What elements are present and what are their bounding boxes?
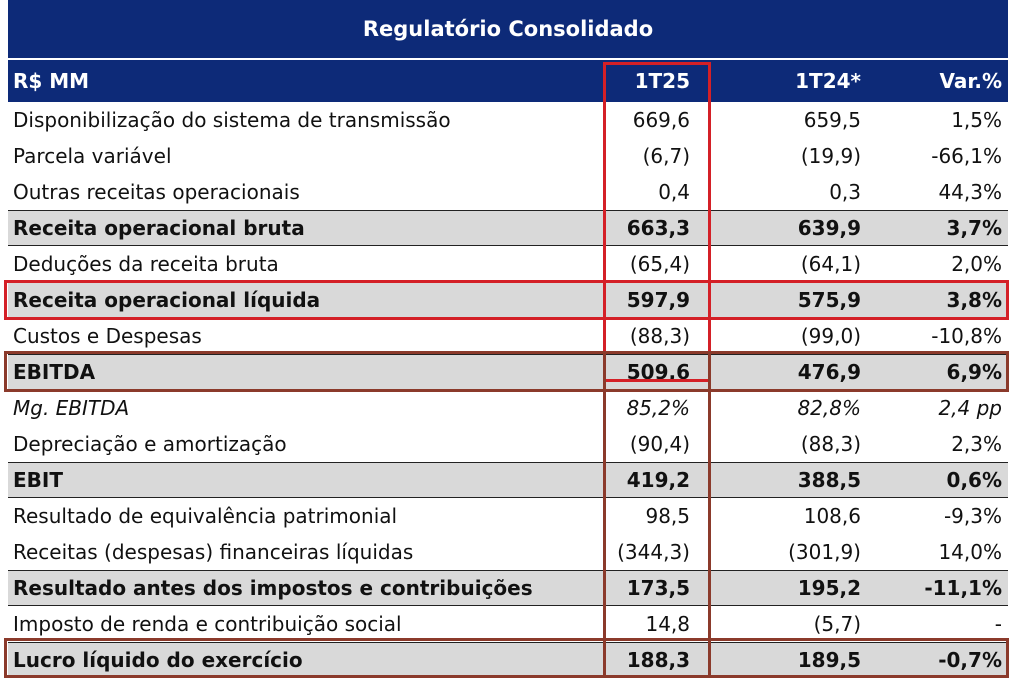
row-value-1t25: 509,6	[626, 360, 690, 384]
row-value-1t25: 173,5	[626, 576, 690, 600]
row-value-1t24: 189,5	[797, 648, 861, 672]
header-col-1t24: 1T24*	[795, 69, 861, 93]
row-label: Disponibilização do sistema de transmiss…	[13, 108, 451, 132]
table-row: Imposto de renda e contribuição social 14…	[8, 606, 1008, 642]
row-value-1t25: 597,9	[626, 288, 690, 312]
row-value-1t25: 85,2%	[626, 396, 690, 420]
row-label: Resultado de equivalência patrimonial	[13, 504, 398, 528]
row-value-1t25: (6,7)	[642, 144, 690, 168]
row-value-1t24: 476,9	[797, 360, 861, 384]
row-value-var: -9,3%	[943, 504, 1002, 528]
row-value-1t25: 98,5	[645, 504, 690, 528]
row-value-1t24: 82,8%	[797, 396, 861, 420]
row-value-var: 2,4 pp	[938, 396, 1002, 420]
row-value-var: -0,7%	[938, 648, 1002, 672]
financial-table: Regulatório Consolidado R$ MM 1T25 1T24*…	[8, 0, 1008, 678]
row-label: Receita operacional líquida	[13, 288, 321, 312]
row-value-1t24: 659,5	[803, 108, 861, 132]
row-value-1t24: 575,9	[797, 288, 861, 312]
row-value-1t24: (19,9)	[800, 144, 861, 168]
row-value-var: -	[994, 612, 1002, 636]
table-row: Receita operacional bruta 663,3 639,9 3,7%	[8, 210, 1008, 246]
row-value-var: 6,9%	[946, 360, 1002, 384]
row-value-var: 2,3%	[951, 432, 1002, 456]
row-value-var: -11,1%	[924, 576, 1002, 600]
row-label: Outras receitas operacionais	[13, 180, 300, 204]
row-value-var: 3,7%	[946, 216, 1002, 240]
row-value-1t24: 108,6	[803, 504, 861, 528]
row-value-var: -10,8%	[931, 324, 1002, 348]
table-row: Receita operacional líquida 597,9 575,9 3,8…	[8, 282, 1008, 318]
row-value-1t25: 0,4	[658, 180, 690, 204]
row-value-1t25: (344,3)	[617, 540, 690, 564]
table-row: Resultado antes dos impostos e contribui…	[8, 570, 1008, 606]
row-value-1t24: 388,5	[797, 468, 861, 492]
table-row: Depreciação e amortização (90,4) (88,3) 2,3…	[8, 426, 1008, 462]
row-label: Lucro líquido do exercício	[13, 648, 303, 672]
row-value-1t25: 188,3	[626, 648, 690, 672]
table-row: Parcela variável (6,7) (19,9) -66,1%	[8, 138, 1008, 174]
table-row: Outras receitas operacionais 0,4 0,3 44,3%	[8, 174, 1008, 210]
row-value-1t24: (301,9)	[788, 540, 861, 564]
table-title: Regulatório Consolidado	[8, 0, 1008, 60]
row-label: Depreciação e amortização	[13, 432, 287, 456]
row-value-var: 14,0%	[938, 540, 1002, 564]
row-value-var: 3,8%	[946, 288, 1002, 312]
row-value-1t25: 663,3	[626, 216, 690, 240]
row-value-1t24: (5,7)	[813, 612, 861, 636]
row-value-1t24: 639,9	[797, 216, 861, 240]
row-label: Imposto de renda e contribuição social	[13, 612, 402, 636]
row-value-1t25: 14,8	[645, 612, 690, 636]
header-label: R$ MM	[13, 69, 90, 93]
row-label: Receitas (despesas) financeiras líquidas	[13, 540, 414, 564]
row-value-1t24: (88,3)	[800, 432, 861, 456]
row-value-1t25: (90,4)	[629, 432, 690, 456]
row-value-1t25: (65,4)	[629, 252, 690, 276]
row-label: Resultado antes dos impostos e contribui…	[13, 576, 533, 600]
row-label: Receita operacional bruta	[13, 216, 305, 240]
row-label: Parcela variável	[13, 144, 172, 168]
table-row: Mg. EBITDA 85,2% 82,8% 2,4 pp	[8, 390, 1008, 426]
row-label: EBITDA	[13, 360, 96, 384]
table-row: Lucro líquido do exercício 188,3 189,5 -0,7…	[8, 642, 1008, 678]
row-value-1t24: 0,3	[829, 180, 861, 204]
row-value-var: -66,1%	[931, 144, 1002, 168]
row-label: Deduções da receita bruta	[13, 252, 279, 276]
row-value-var: 0,6%	[946, 468, 1002, 492]
row-label: Mg. EBITDA	[13, 396, 130, 420]
header-col-1t25: 1T25	[634, 69, 690, 93]
row-value-1t25: 669,6	[632, 108, 690, 132]
table-row: EBIT 419,2 388,5 0,6%	[8, 462, 1008, 498]
table-row: Custos e Despesas (88,3) (99,0) -10,8%	[8, 318, 1008, 354]
row-value-1t25: (88,3)	[629, 324, 690, 348]
row-value-var: 1,5%	[951, 108, 1002, 132]
table-row: Resultado de equivalência patrimonial 98,…	[8, 498, 1008, 534]
row-label: Custos e Despesas	[13, 324, 202, 348]
row-label: EBIT	[13, 468, 63, 492]
row-value-var: 2,0%	[951, 252, 1002, 276]
row-value-1t25: 419,2	[626, 468, 690, 492]
row-value-var: 44,3%	[938, 180, 1002, 204]
table-row: Receitas (despesas) financeiras líquidas…	[8, 534, 1008, 570]
header-col-var: Var.%	[939, 69, 1002, 93]
row-value-1t24: (64,1)	[800, 252, 861, 276]
table-body: Disponibilização do sistema de transmiss…	[8, 102, 1008, 678]
row-value-1t24: 195,2	[797, 576, 861, 600]
table-row: EBITDA 509,6 476,9 6,9%	[8, 354, 1008, 390]
table-row: Deduções da receita bruta (65,4) (64,1) 2,0…	[8, 246, 1008, 282]
header-row: R$ MM 1T25 1T24* Var.%	[8, 60, 1008, 102]
table-row: Disponibilização do sistema de transmiss…	[8, 102, 1008, 138]
row-value-1t24: (99,0)	[800, 324, 861, 348]
